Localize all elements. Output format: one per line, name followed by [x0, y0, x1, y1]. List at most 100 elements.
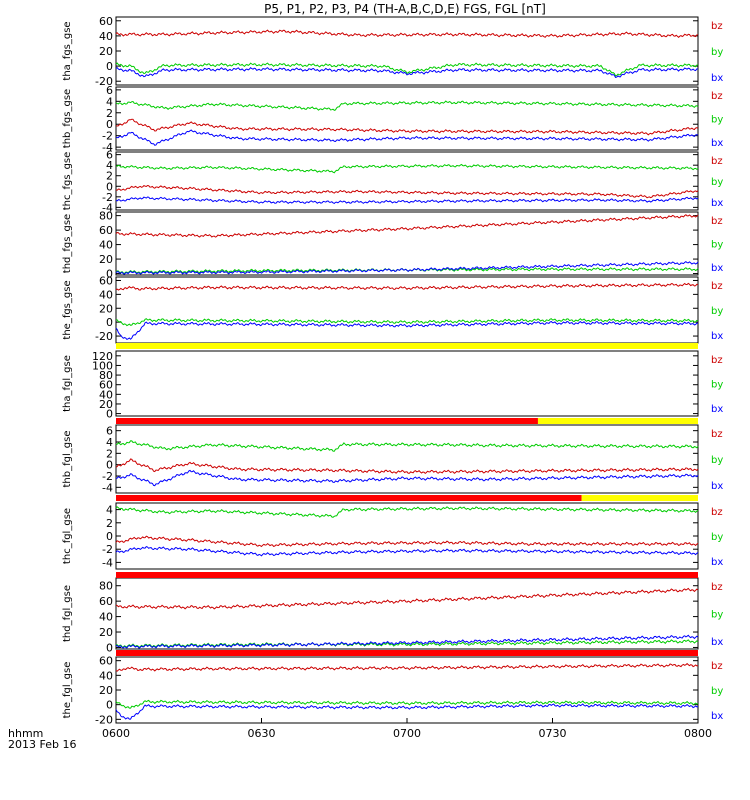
- legend-by: by: [711, 306, 723, 317]
- y-tick-label: 4: [106, 159, 113, 172]
- x-tick-label: 0800: [684, 727, 712, 740]
- y-tick-label: 4: [106, 436, 113, 449]
- y-tick-label: 0: [106, 699, 113, 712]
- series-bx: [115, 320, 699, 341]
- series-bx: [115, 129, 699, 146]
- y-tick-label: 20: [99, 302, 113, 315]
- legend-by: by: [711, 240, 723, 251]
- mode-bar-segment: [116, 343, 698, 349]
- x-tick-label: 0630: [248, 727, 276, 740]
- y-tick-label: -4: [102, 141, 113, 154]
- y-axis-label: tha_fgs_gse: [62, 21, 73, 80]
- legend-by: by: [711, 177, 723, 188]
- legend-bz: bz: [711, 281, 723, 292]
- date-label: 2013 Feb 16: [8, 738, 76, 751]
- legend-by: by: [711, 455, 723, 466]
- series-bx: [115, 260, 699, 275]
- y-tick-label: -2: [102, 191, 113, 204]
- y-tick-label: 80: [99, 210, 113, 223]
- legend-bx: bx: [711, 481, 723, 492]
- series-bz: [115, 29, 699, 38]
- y-tick-label: 40: [99, 30, 113, 43]
- legend-bz: bz: [711, 661, 723, 672]
- panel-frame: [115, 211, 699, 276]
- y-tick-label: 60: [99, 595, 113, 608]
- series-bz: [115, 535, 699, 548]
- y-tick-label: 20: [99, 398, 113, 411]
- y-tick-label: 6: [106, 425, 113, 438]
- y-tick-label: 20: [99, 684, 113, 697]
- legend-bx: bx: [711, 404, 723, 415]
- y-tick-label: 20: [99, 626, 113, 639]
- y-axis-label: thb_fgs_gse: [62, 89, 73, 148]
- series-bz: [115, 458, 699, 475]
- y-tick-label: 2: [106, 107, 113, 120]
- y-axis-label: the_fgl_gse: [62, 662, 73, 719]
- y-tick-label: 4: [106, 95, 113, 108]
- y-tick-label: 20: [99, 253, 113, 266]
- mode-bar-segment: [581, 495, 698, 501]
- mode-bar-segment: [116, 572, 698, 578]
- legend-bz: bz: [711, 429, 723, 440]
- legend-bx: bx: [711, 637, 723, 648]
- legend: bz by bx: [711, 507, 723, 568]
- legend-by: by: [711, 532, 723, 543]
- legend-bx: bx: [711, 73, 723, 84]
- y-tick-label: -20: [95, 75, 113, 88]
- y-axis-label: thd_fgs_gse: [62, 214, 73, 273]
- y-tick-label: 2: [106, 517, 113, 530]
- panel-frame: [115, 424, 699, 494]
- panel-frame: [115, 502, 699, 570]
- y-tick-label: 0: [106, 641, 113, 654]
- y-tick-label: 40: [99, 288, 113, 301]
- series-bx: [115, 546, 699, 557]
- y-tick-label: 40: [99, 611, 113, 624]
- legend-by: by: [711, 610, 723, 621]
- y-tick-label: 60: [99, 379, 113, 392]
- y-axis-label: thc_fgs_gse: [62, 152, 73, 211]
- y-tick-label: 0: [106, 60, 113, 73]
- mode-bar-segment: [116, 650, 698, 656]
- legend-by: by: [711, 686, 723, 697]
- series-bx: [115, 196, 699, 205]
- legend-bx: bx: [711, 557, 723, 568]
- legend-bz: bz: [711, 216, 723, 227]
- series-bz: [115, 662, 699, 672]
- mode-bar-group: [116, 343, 698, 656]
- panel-frame: [115, 86, 699, 151]
- legend-bz: bz: [711, 156, 723, 167]
- series-by: [115, 62, 699, 77]
- y-axis-label: tha_fgl_gse: [62, 355, 73, 412]
- y-tick-label: -2: [102, 470, 113, 483]
- series-bz: [115, 282, 699, 291]
- legend-bz: bz: [711, 355, 723, 366]
- y-tick-label: 0: [106, 118, 113, 131]
- series-by: [115, 318, 699, 327]
- panel-frame: [115, 350, 699, 417]
- legend-by: by: [711, 47, 723, 58]
- y-tick-label: 60: [99, 274, 113, 287]
- legend-bx: bx: [711, 331, 723, 342]
- y-tick-label: 100: [92, 359, 113, 372]
- y-tick-label: 6: [106, 84, 113, 97]
- legend-by: by: [711, 115, 723, 126]
- x-tick-label: 0600: [102, 727, 130, 740]
- legend: bz by bx: [711, 281, 723, 342]
- y-axis-label: thb_fgl_gse: [62, 431, 73, 488]
- legend-bx: bx: [711, 711, 723, 722]
- y-tick-label: 80: [99, 369, 113, 382]
- legend-bz: bz: [711, 507, 723, 518]
- series-bx: [115, 67, 699, 78]
- y-tick-label: -4: [102, 201, 113, 214]
- panel-frame: [115, 151, 699, 211]
- y-tick-label: 40: [99, 669, 113, 682]
- y-tick-label: 120: [92, 350, 113, 363]
- y-tick-label: -2: [102, 130, 113, 143]
- legend-bz: bz: [711, 91, 723, 102]
- series-bz: [115, 587, 699, 610]
